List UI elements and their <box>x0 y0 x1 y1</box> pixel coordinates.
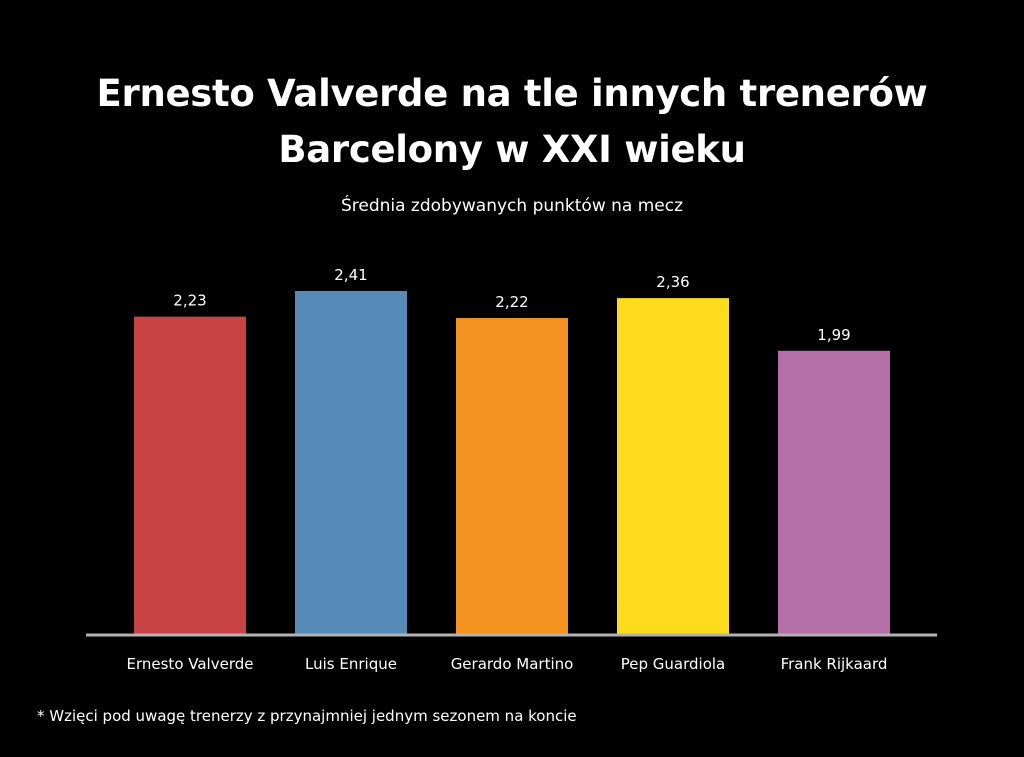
bar-4 <box>617 298 729 634</box>
footnote: * Wzięci pod uwagę trenerzy z przynajmni… <box>37 707 577 725</box>
data-label-3: 2,22 <box>495 293 528 311</box>
data-label-1: 2,23 <box>173 292 206 310</box>
chart-title-line-2: Barcelony w XXI wieku <box>278 128 746 171</box>
chart-title: Ernesto Valverde na tle innych trenerów … <box>0 66 1024 178</box>
category-label-5: Frank Rijkaard <box>781 655 888 673</box>
chart-subtitle: Średnia zdobywanych punktów na mecz <box>340 196 684 216</box>
bar-5 <box>778 350 890 634</box>
data-label-5: 1,99 <box>817 326 850 344</box>
category-label-3: Gerardo Martino <box>451 655 574 673</box>
data-label-2: 2,41 <box>334 266 367 284</box>
chart-title-line-1: Ernesto Valverde na tle innych trenerów <box>96 72 928 115</box>
bar-1 <box>134 316 246 634</box>
bar-2 <box>295 291 407 634</box>
bar-3 <box>456 318 568 634</box>
data-label-4: 2,36 <box>656 273 689 291</box>
category-label-2: Luis Enrique <box>305 655 397 673</box>
category-label-4: Pep Guardiola <box>621 655 725 673</box>
category-label-1: Ernesto Valverde <box>127 655 254 673</box>
